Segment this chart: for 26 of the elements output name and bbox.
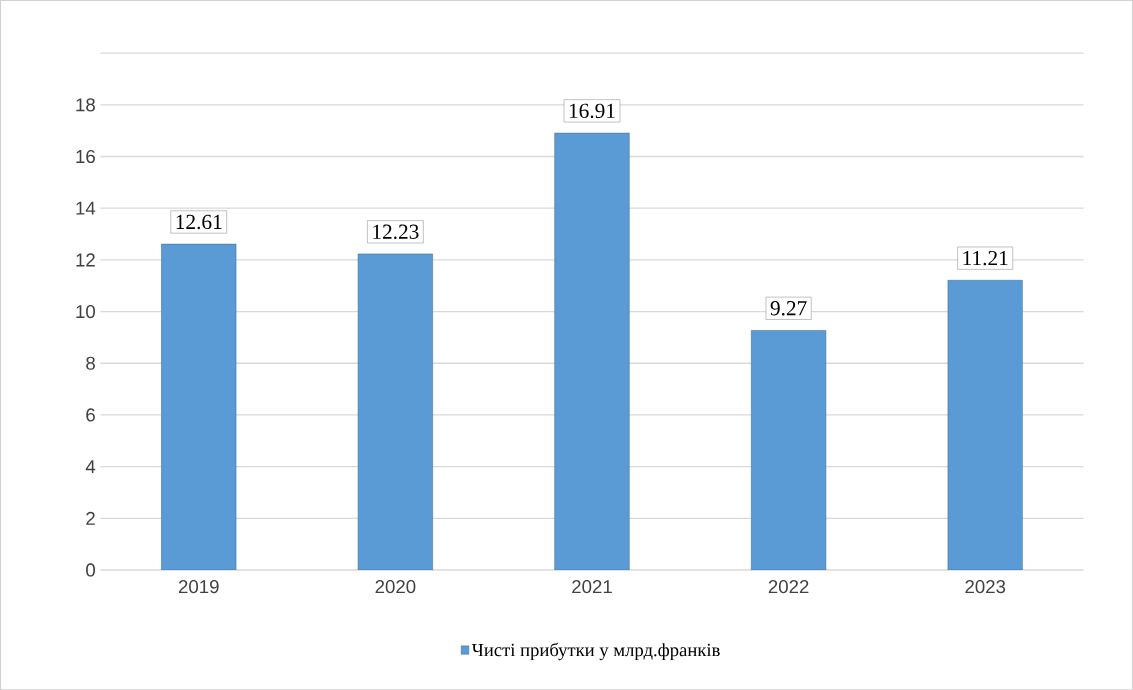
y-tick-label: 8 — [86, 356, 95, 370]
y-tick-label: 4 — [85, 460, 96, 473]
bar — [554, 132, 630, 570]
y-tick-label: 10 — [76, 304, 96, 318]
y-tick-label: 2 — [86, 511, 95, 525]
y-tick-label: 16 — [76, 149, 95, 163]
legend-label: Чисті прибутки у млрд.франків — [471, 642, 720, 660]
x-tick-label: 2023 — [965, 579, 1006, 594]
x-tick-label: 2019 — [178, 579, 219, 594]
y-tick-label: 14 — [76, 201, 96, 215]
bar — [751, 329, 827, 570]
data-label: 12.23 — [373, 224, 419, 239]
bar — [947, 279, 1023, 570]
x-tick-label: 2022 — [768, 579, 809, 594]
data-label: 9.27 — [770, 300, 807, 316]
y-tick-label: 18 — [76, 98, 95, 112]
data-label: 12.61 — [176, 214, 222, 229]
data-label: 11.21 — [963, 250, 1008, 266]
x-tick-label: 2020 — [375, 579, 416, 594]
bar — [357, 253, 433, 570]
x-tick-label: 2021 — [572, 579, 612, 594]
y-tick-label: 0 — [86, 563, 96, 577]
bar — [161, 243, 237, 570]
y-tick-label: 12 — [76, 253, 95, 267]
y-tick-label: 6 — [86, 408, 95, 422]
data-label: 16.91 — [569, 103, 615, 118]
